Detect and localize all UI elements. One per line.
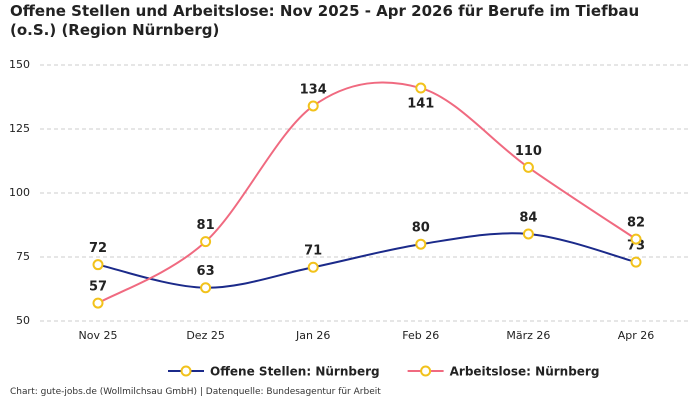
data-label: 80 — [412, 221, 430, 236]
y-tick-label: 50 — [16, 314, 30, 327]
x-tick-label: März 26 — [506, 329, 550, 342]
point — [522, 228, 534, 240]
x-tick-label: Nov 25 — [79, 329, 118, 342]
point — [200, 282, 212, 294]
point — [630, 256, 642, 268]
y-tick-label: 150 — [9, 58, 30, 71]
data-label: 134 — [300, 82, 327, 97]
legend-label: Arbeitslose: Nürnberg — [450, 365, 600, 379]
point — [92, 297, 104, 309]
data-label: 63 — [197, 264, 215, 279]
data-label: 73 — [627, 239, 645, 254]
data-label: 57 — [89, 280, 107, 295]
point — [522, 161, 534, 173]
data-label: 72 — [89, 241, 107, 256]
data-label: 110 — [515, 144, 542, 159]
x-tick-label: Dez 25 — [186, 329, 225, 342]
x-tick-label: Jan 26 — [295, 329, 330, 342]
point — [200, 236, 212, 248]
data-label: 82 — [627, 216, 645, 231]
legend-marker — [180, 365, 192, 377]
legend-marker — [420, 365, 432, 377]
legend-label: Offene Stellen: Nürnberg — [210, 365, 380, 379]
data-label: 71 — [304, 244, 322, 259]
y-tick-label: 75 — [16, 250, 30, 263]
point — [415, 238, 427, 250]
point — [92, 259, 104, 271]
y-tick-label: 100 — [9, 186, 30, 199]
chart-title: Offene Stellen und Arbeitslose: Nov 2025… — [10, 2, 640, 39]
x-tick-label: Feb 26 — [402, 329, 439, 342]
point — [307, 261, 319, 273]
data-label: 81 — [197, 218, 215, 233]
point — [307, 100, 319, 112]
footer: Chart: gute-jobs.de (Wollmilchsau GmbH) … — [10, 387, 381, 397]
series-line — [97, 232, 637, 289]
series-line — [97, 81, 637, 304]
y-tick-label: 125 — [9, 122, 30, 135]
point — [415, 82, 427, 94]
data-label: 84 — [519, 210, 537, 225]
data-label: 141 — [407, 97, 434, 112]
point — [630, 233, 642, 245]
x-tick-label: Apr 26 — [618, 329, 655, 342]
